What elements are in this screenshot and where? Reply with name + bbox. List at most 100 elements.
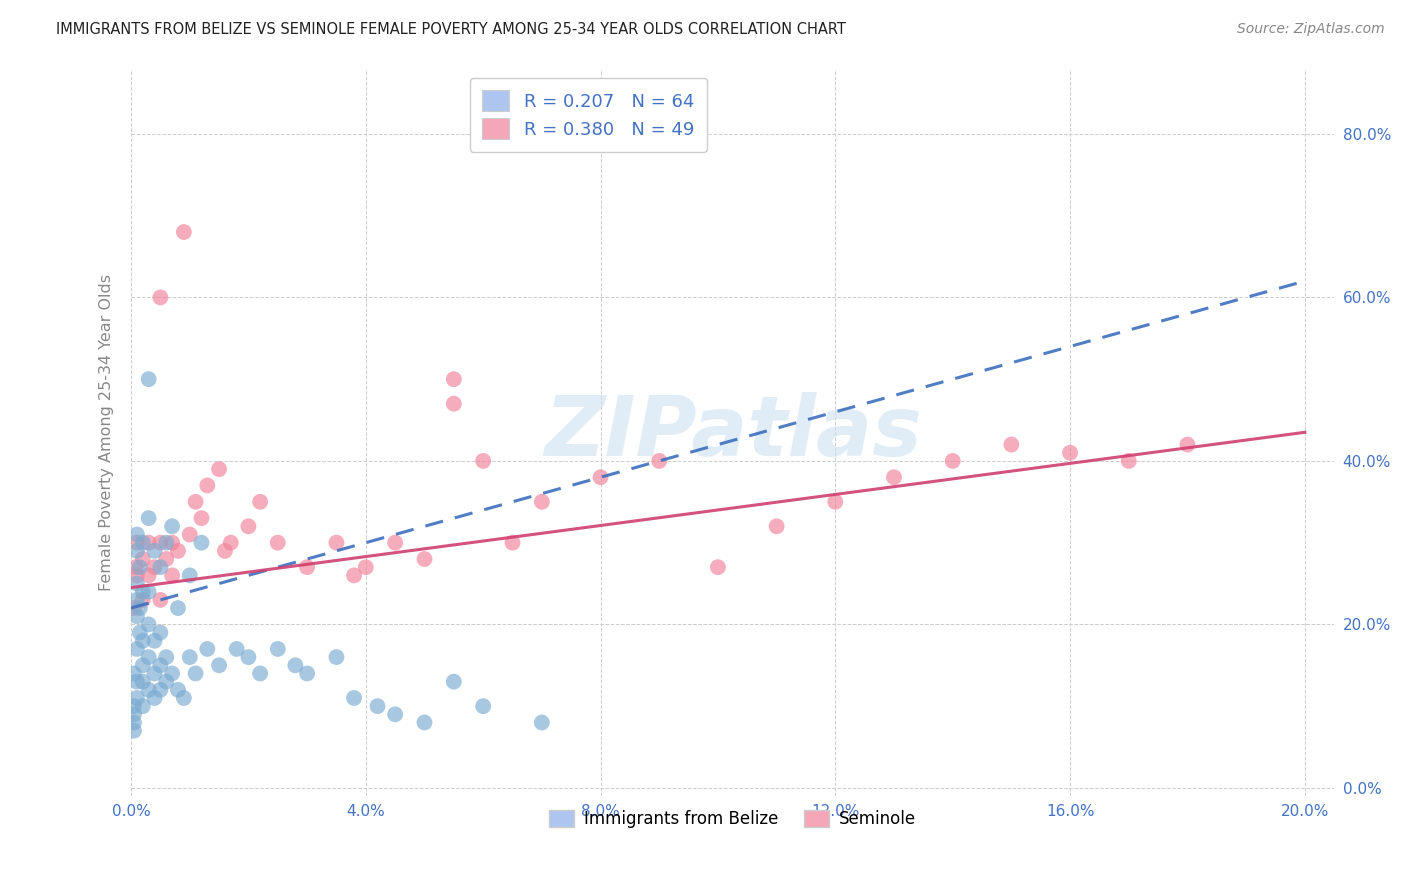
Point <box>238 519 260 533</box>
Point <box>942 454 965 468</box>
Point <box>208 658 231 673</box>
Point <box>195 642 218 657</box>
Point <box>295 666 318 681</box>
Point <box>138 584 160 599</box>
Point <box>125 576 148 591</box>
Point <box>343 568 366 582</box>
Point <box>125 568 148 582</box>
Point <box>143 666 166 681</box>
Point <box>125 527 148 541</box>
Point <box>138 372 160 386</box>
Point <box>143 544 166 558</box>
Point <box>325 650 347 665</box>
Point <box>1000 437 1022 451</box>
Point <box>125 593 148 607</box>
Point <box>132 699 155 714</box>
Point <box>367 699 389 714</box>
Point <box>472 699 495 714</box>
Point <box>125 609 148 624</box>
Point <box>125 535 148 549</box>
Point <box>530 495 553 509</box>
Point <box>128 601 150 615</box>
Point <box>132 674 155 689</box>
Point <box>167 544 190 558</box>
Point <box>648 454 671 468</box>
Y-axis label: Female Poverty Among 25-34 Year Olds: Female Poverty Among 25-34 Year Olds <box>100 274 114 591</box>
Point <box>589 470 612 484</box>
Point <box>443 397 465 411</box>
Point <box>132 552 155 566</box>
Point <box>122 666 145 681</box>
Point <box>184 495 207 509</box>
Point <box>443 372 465 386</box>
Point <box>160 666 183 681</box>
Point <box>167 601 190 615</box>
Point <box>173 690 195 705</box>
Point <box>384 707 406 722</box>
Point <box>132 593 155 607</box>
Point <box>149 290 172 304</box>
Point <box>765 519 787 533</box>
Point <box>138 682 160 697</box>
Point <box>125 560 148 574</box>
Point <box>122 723 145 738</box>
Point <box>384 535 406 549</box>
Point <box>824 495 846 509</box>
Point <box>343 690 366 705</box>
Point <box>160 535 183 549</box>
Point <box>138 568 160 582</box>
Point <box>295 560 318 574</box>
Point <box>149 535 172 549</box>
Point <box>214 544 236 558</box>
Point <box>155 650 177 665</box>
Point <box>122 707 145 722</box>
Point <box>190 535 212 549</box>
Point <box>267 535 290 549</box>
Point <box>122 601 145 615</box>
Legend: Immigrants from Belize, Seminole: Immigrants from Belize, Seminole <box>543 804 922 835</box>
Point <box>149 682 172 697</box>
Point <box>125 690 148 705</box>
Point <box>138 617 160 632</box>
Point <box>155 535 177 549</box>
Point <box>128 560 150 574</box>
Point <box>238 650 260 665</box>
Text: Source: ZipAtlas.com: Source: ZipAtlas.com <box>1237 22 1385 37</box>
Point <box>138 535 160 549</box>
Point <box>184 666 207 681</box>
Point <box>249 666 271 681</box>
Point <box>143 633 166 648</box>
Text: IMMIGRANTS FROM BELIZE VS SEMINOLE FEMALE POVERTY AMONG 25-34 YEAR OLDS CORRELAT: IMMIGRANTS FROM BELIZE VS SEMINOLE FEMAL… <box>56 22 846 37</box>
Point <box>443 674 465 689</box>
Point <box>143 560 166 574</box>
Point <box>122 699 145 714</box>
Point <box>122 715 145 730</box>
Point <box>128 625 150 640</box>
Point <box>160 519 183 533</box>
Point <box>354 560 377 574</box>
Point <box>173 225 195 239</box>
Point <box>132 633 155 648</box>
Point <box>219 535 242 549</box>
Point <box>132 584 155 599</box>
Point <box>413 715 436 730</box>
Point <box>143 690 166 705</box>
Point <box>149 625 172 640</box>
Point <box>132 658 155 673</box>
Point <box>267 642 290 657</box>
Point <box>1177 437 1199 451</box>
Point <box>325 535 347 549</box>
Point <box>249 495 271 509</box>
Point <box>413 552 436 566</box>
Point <box>472 454 495 468</box>
Point <box>179 568 201 582</box>
Point <box>125 642 148 657</box>
Point <box>167 682 190 697</box>
Point <box>190 511 212 525</box>
Point <box>138 511 160 525</box>
Point <box>155 674 177 689</box>
Point <box>132 535 155 549</box>
Point <box>149 560 172 574</box>
Point <box>125 544 148 558</box>
Point <box>179 650 201 665</box>
